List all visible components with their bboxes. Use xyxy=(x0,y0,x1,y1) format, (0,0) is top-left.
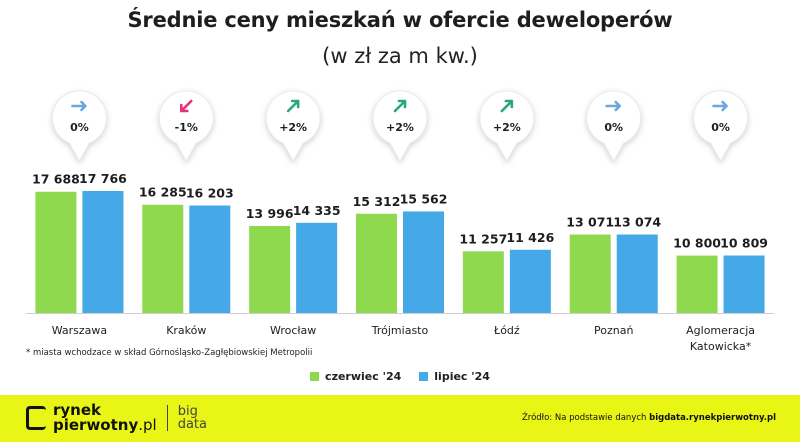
brand-mark-icon xyxy=(26,406,46,430)
legend-swatch-june xyxy=(310,372,320,381)
change-arrow-up-icon-3 xyxy=(393,99,407,113)
legend-label-june: czerwiec '24 xyxy=(325,370,402,383)
bar-chart: 17 688 17 766 Warszawa 0% 16 285 16 203 Kraków… xyxy=(26,90,774,353)
change-label-3: +2% xyxy=(386,121,414,134)
chart-subtitle: (w zł za m kw.) xyxy=(322,44,478,68)
change-arrow-up-icon-4 xyxy=(500,99,514,113)
value-label-june-3: 15 312 xyxy=(353,194,401,209)
change-label-6: 0% xyxy=(711,121,730,134)
change-label-1: -1% xyxy=(175,121,198,134)
category-label-4: Łódź xyxy=(493,324,520,337)
change-bubble-0 xyxy=(51,90,107,163)
value-label-july-2: 14 335 xyxy=(293,203,341,218)
bigdata-line1: big xyxy=(177,404,198,419)
bar-june-5 xyxy=(569,234,611,313)
category-label-3: Trójmiasto xyxy=(371,324,429,337)
bar-july-2 xyxy=(296,222,338,313)
value-label-july-6: 10 809 xyxy=(720,235,768,250)
change-arrow-down-icon-1 xyxy=(179,99,193,113)
change-bubble-1 xyxy=(158,90,214,163)
bar-june-0 xyxy=(35,191,77,313)
value-label-june-6: 10 800 xyxy=(673,236,721,251)
bar-june-4 xyxy=(462,251,504,313)
value-label-june-0: 17 688 xyxy=(32,172,80,187)
change-label-5: 0% xyxy=(604,121,623,134)
legend: czerwiec '24 lipiec '24 xyxy=(0,370,800,383)
brand-divider xyxy=(166,405,168,431)
source-note: Źródło: Na podstawie danych bigdata.ryne… xyxy=(522,413,776,423)
change-bubble-4 xyxy=(479,90,535,163)
bar-july-0 xyxy=(82,191,124,313)
category-label-2: Wrocław xyxy=(270,324,316,337)
bar-june-2 xyxy=(249,225,291,313)
bar-june-6 xyxy=(676,255,718,313)
footnote: * miasta wchodzace w skład Górnośląsko-Z… xyxy=(26,348,313,358)
value-label-july-1: 16 203 xyxy=(186,185,234,200)
category-label-6: Aglomeracja xyxy=(686,324,755,337)
legend-label-july: lipiec '24 xyxy=(434,370,490,383)
bar-july-3 xyxy=(403,211,444,313)
category-label-5: Poznań xyxy=(594,324,633,337)
category-label-1: Kraków xyxy=(166,324,206,337)
value-label-july-0: 17 766 xyxy=(79,171,127,186)
change-bubble-6 xyxy=(693,90,749,163)
bar-july-5 xyxy=(616,234,658,313)
bar-june-3 xyxy=(356,213,397,313)
change-arrow-up-icon-2 xyxy=(286,99,300,113)
change-bubble-2 xyxy=(265,90,321,163)
bigdata-line2: data xyxy=(177,417,208,432)
brand-line2: pierwotny xyxy=(53,416,139,434)
bar-july-1 xyxy=(189,205,231,313)
change-label-4: +2% xyxy=(493,121,521,134)
source-link[interactable]: bigdata.rynekpierwotny.pl xyxy=(649,413,776,423)
chart-title: Średnie ceny mieszkań w ofercie dewelope… xyxy=(127,8,673,32)
change-arrow-flat-icon-5 xyxy=(605,100,622,112)
value-label-july-4: 11 426 xyxy=(506,230,554,245)
footer-bar: rynek pierwotny.pl big data Źródło: Na p… xyxy=(0,395,800,442)
change-bubble-3 xyxy=(372,90,428,163)
value-label-july-5: 13 074 xyxy=(613,215,661,230)
legend-swatch-july xyxy=(419,372,429,381)
value-label-june-1: 16 285 xyxy=(139,185,187,200)
brand-logo: rynek pierwotny.pl big data xyxy=(26,403,207,433)
category-label-6-line1: Katowicka* xyxy=(690,340,752,353)
bigdata-logo: big data xyxy=(178,405,207,431)
bar-june-1 xyxy=(142,204,184,313)
bar-july-6 xyxy=(723,255,765,313)
change-bubble-5 xyxy=(586,90,642,163)
category-label-0: Warszawa xyxy=(52,324,107,337)
source-prefix: Źródło: Na podstawie danych xyxy=(521,413,650,423)
value-label-june-4: 11 257 xyxy=(459,231,507,246)
change-label-0: 0% xyxy=(70,121,89,134)
value-label-june-5: 13 071 xyxy=(566,215,614,230)
brand-line1: rynek xyxy=(53,401,102,419)
legend-item-june: czerwiec '24 xyxy=(310,370,401,383)
value-label-june-2: 13 996 xyxy=(246,206,294,221)
change-label-2: +2% xyxy=(279,121,307,134)
change-arrow-flat-icon-6 xyxy=(712,100,728,112)
value-label-july-3: 15 562 xyxy=(400,191,448,206)
bar-july-4 xyxy=(509,249,551,313)
change-arrow-flat-icon-0 xyxy=(71,100,87,112)
brand-tld: .pl xyxy=(138,416,157,434)
legend-item-july: lipiec '24 xyxy=(419,370,490,383)
